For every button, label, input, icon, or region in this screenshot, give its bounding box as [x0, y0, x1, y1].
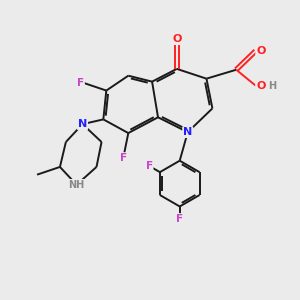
Text: F: F [146, 161, 153, 171]
Text: F: F [77, 77, 84, 88]
Text: NH: NH [68, 180, 85, 190]
Text: H: H [268, 80, 276, 91]
Text: F: F [120, 153, 127, 163]
Text: O: O [256, 46, 266, 56]
Text: O: O [172, 34, 182, 44]
Text: N: N [78, 119, 87, 129]
Text: N: N [183, 127, 192, 137]
Text: F: F [176, 214, 183, 224]
Text: O: O [256, 80, 266, 91]
